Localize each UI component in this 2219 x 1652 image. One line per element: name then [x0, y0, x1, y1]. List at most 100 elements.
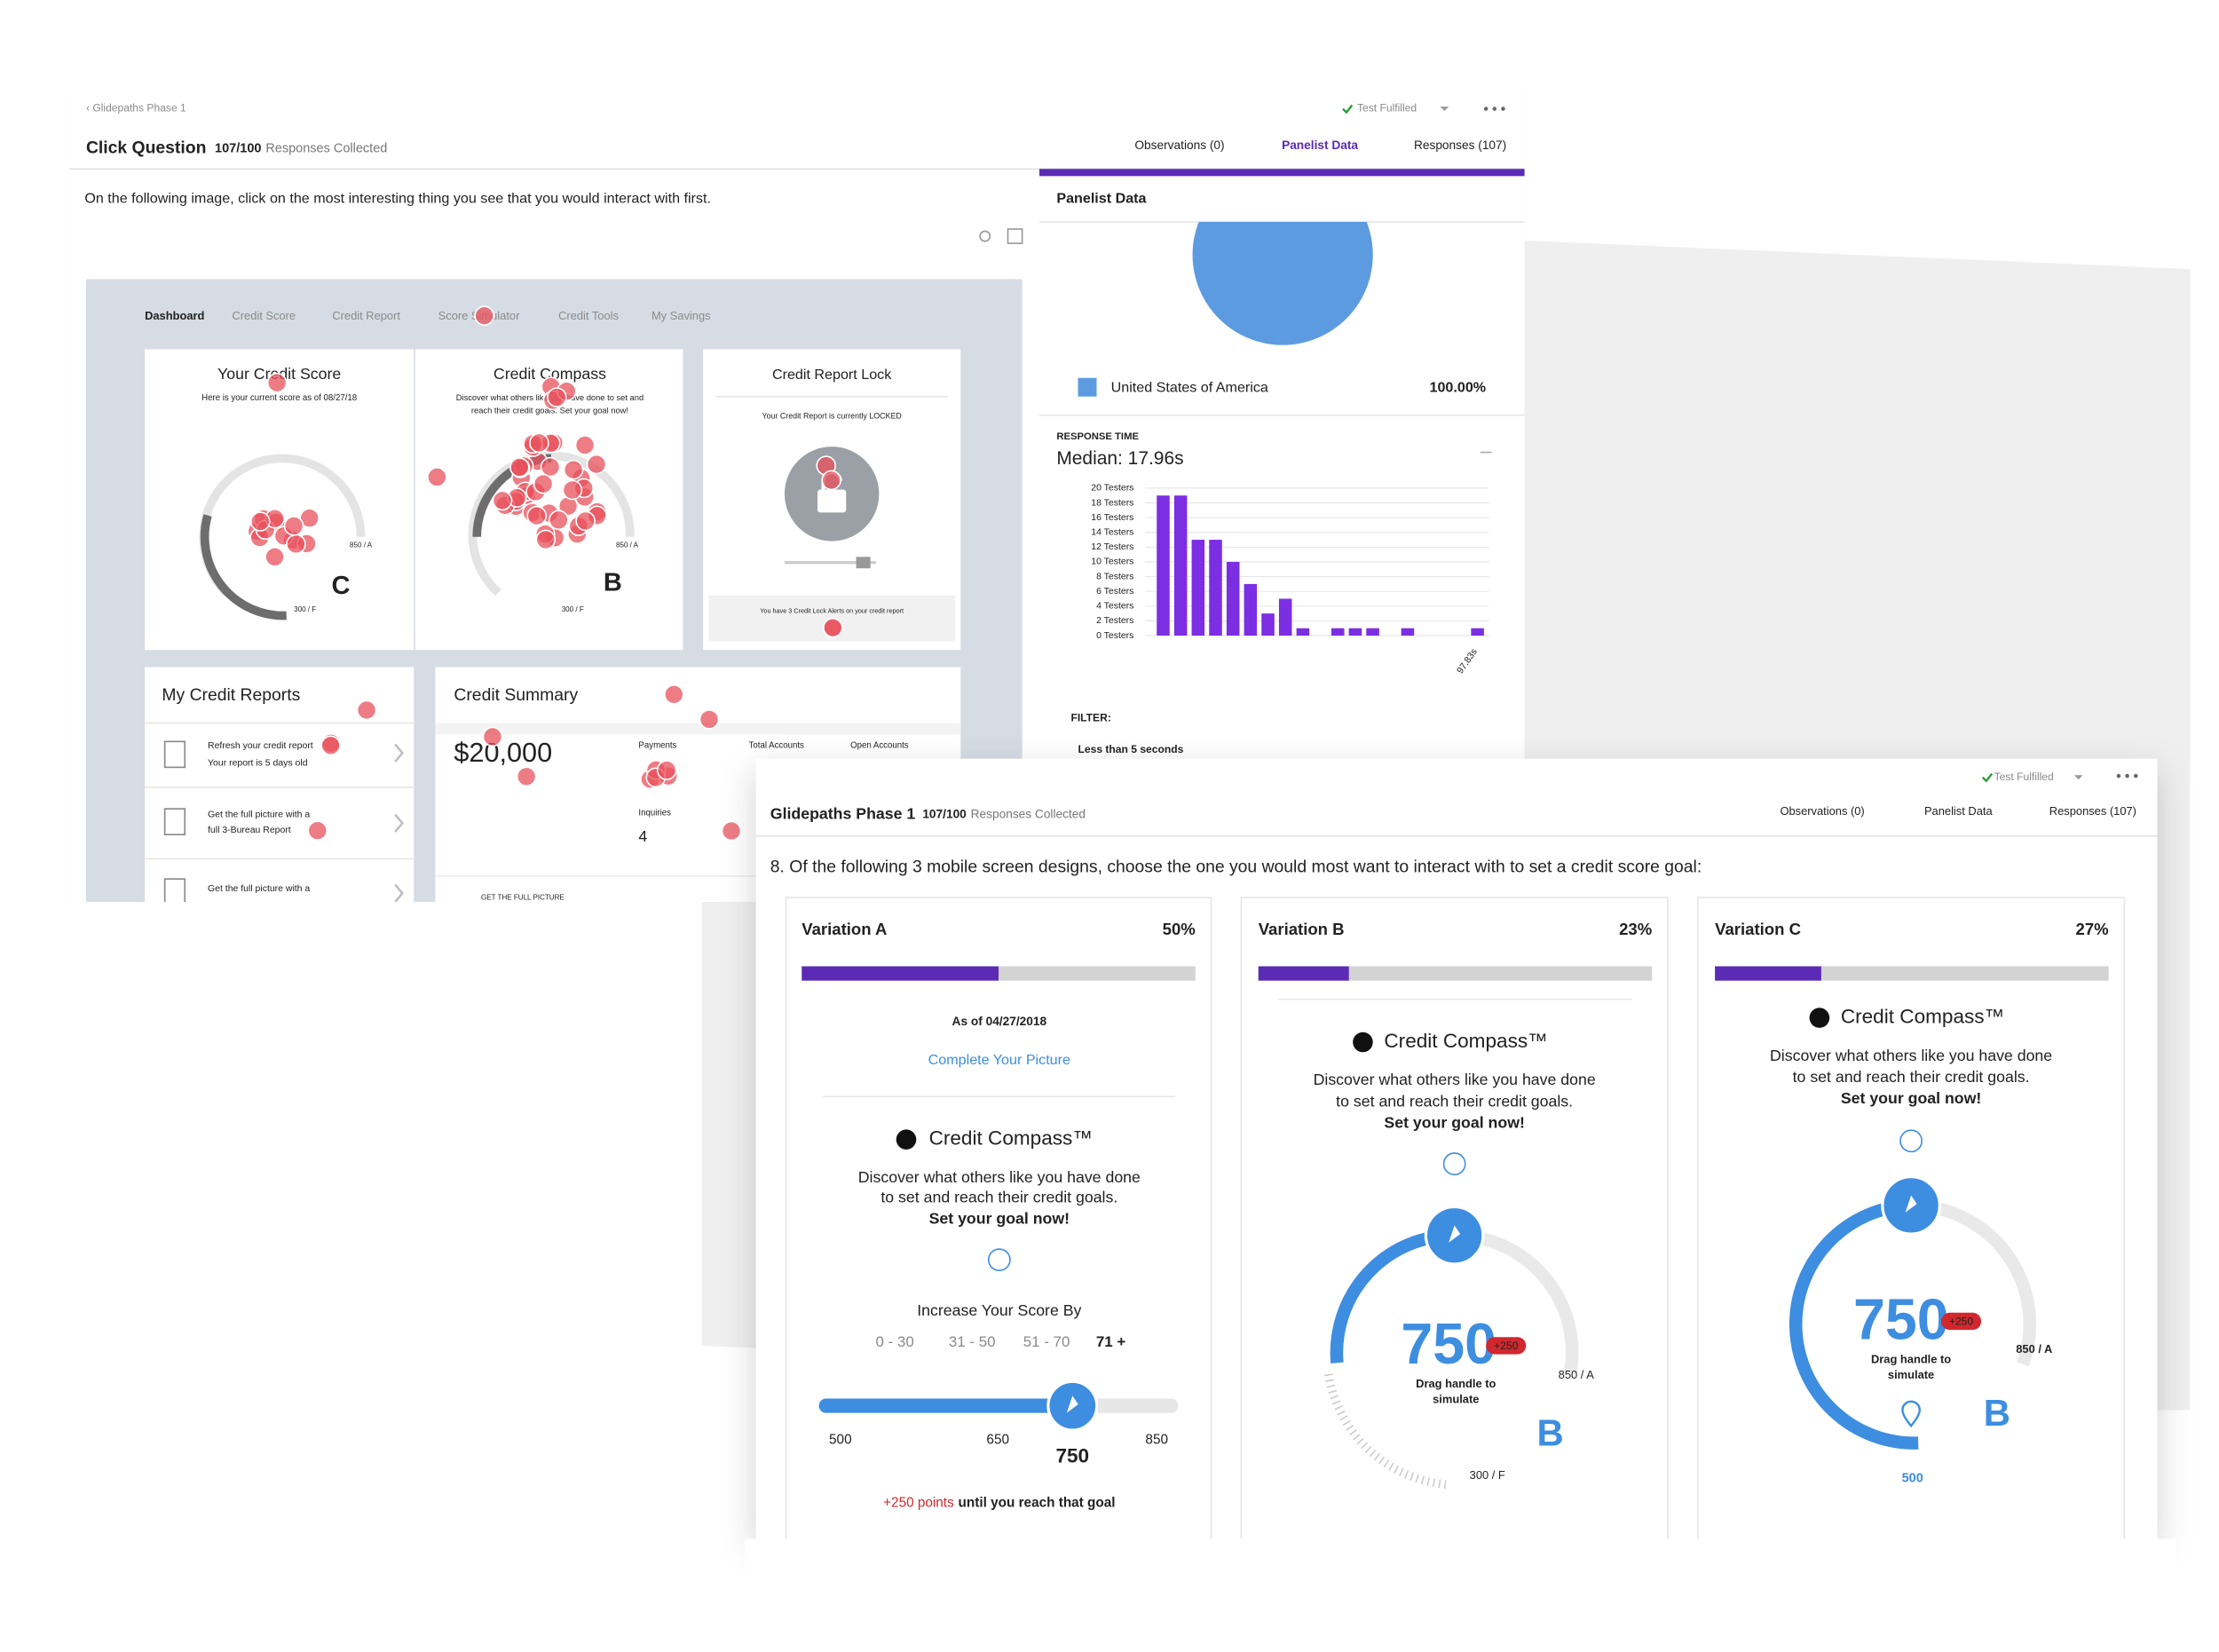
click-dot — [509, 457, 530, 478]
toggle[interactable] — [856, 557, 871, 569]
slider-tick-label: 500 — [829, 1432, 852, 1447]
share-bar — [1258, 966, 1349, 981]
info-icon[interactable] — [987, 1248, 1011, 1272]
toolbar-icons-part — [979, 230, 991, 242]
card-title: Credit Report Lock — [772, 367, 892, 383]
click-dot — [482, 726, 503, 747]
status[interactable]: Test Fulfilled — [1357, 102, 1417, 115]
click-dot — [535, 529, 557, 550]
breadcrumb[interactable]: ‹ Glidepaths Phase 1 — [86, 102, 186, 115]
range[interactable]: 0 - 30 — [875, 1333, 913, 1350]
filter[interactable]: Less than 5 seconds — [1078, 743, 1184, 755]
info-icon[interactable] — [1442, 1152, 1466, 1175]
tab-active[interactable]: Panelist Data — [1282, 138, 1358, 152]
handle-icon — [1905, 1195, 1917, 1213]
link[interactable]: Complete Your Picture — [928, 1052, 1070, 1068]
badge: +250 — [1949, 1315, 1973, 1327]
badge: +250 — [1494, 1340, 1518, 1352]
card-title: Credit Summary — [454, 685, 578, 705]
y-tick-label: 12 Testers — [1091, 542, 1133, 552]
grade: B — [604, 569, 622, 597]
inquiries-value: 4 — [638, 827, 647, 845]
nav-item: Credit Score — [232, 309, 296, 322]
toolbar-icons[interactable] — [979, 228, 1023, 244]
handle-icon — [1449, 1225, 1461, 1243]
compass-icon — [1809, 1008, 1830, 1028]
more-menu-part — [1501, 107, 1505, 111]
gauge-max: 850 / A — [1559, 1368, 1595, 1381]
report-text: Your report is 5 days old — [208, 758, 308, 768]
hint: simulate — [1888, 1368, 1934, 1381]
row-dividers — [145, 722, 415, 860]
more-menu[interactable] — [2116, 773, 2138, 779]
y-tick-label: 14 Testers — [1091, 528, 1133, 538]
card-text: reach their credit goals. Set your goal … — [471, 406, 628, 415]
click-dot — [586, 454, 607, 475]
click-dot — [563, 459, 584, 480]
more-menu-part — [2116, 773, 2121, 779]
y-tick-label: 2 Testers — [1096, 616, 1133, 626]
pin-icon — [1901, 1400, 1921, 1428]
range[interactable]: 51 - 70 — [1023, 1333, 1070, 1350]
header: Click Question 107/100 Responses Collected — [86, 138, 387, 158]
bottom-mask — [744, 1538, 2176, 1652]
click-dot — [266, 372, 288, 393]
increase-label: Increase Your Score By — [917, 1301, 1081, 1319]
click-dot — [427, 467, 447, 487]
tab[interactable]: Responses (107) — [2049, 804, 2136, 818]
nav-item: Dashboard — [145, 309, 204, 322]
click-dot — [721, 820, 742, 842]
click-dot — [286, 534, 306, 555]
tab[interactable]: Responses (107) — [1414, 138, 1506, 152]
card-title: My Credit Reports — [162, 685, 300, 705]
chevrons[interactable] — [394, 743, 404, 902]
filter-label: FILTER: — [1070, 712, 1110, 724]
check-icon — [1342, 104, 1354, 115]
click-dot — [265, 547, 285, 567]
click-dot — [549, 510, 569, 531]
slider-value: 750 — [1055, 1445, 1089, 1467]
range[interactable]: 31 - 50 — [949, 1333, 996, 1350]
compass-title: Credit Compass™ — [1841, 1006, 2004, 1028]
click-dot — [492, 490, 513, 511]
tab[interactable]: Panelist Data — [1924, 804, 1994, 818]
bar — [1471, 628, 1484, 636]
chevrons-part — [394, 813, 404, 833]
variation-cards-part — [785, 897, 1212, 1557]
nav-item: My Savings — [651, 309, 711, 322]
cta[interactable]: Set your goal now! — [1841, 1089, 1982, 1107]
tab[interactable]: Observations (0) — [1134, 138, 1224, 152]
report-text: Refresh your credit report — [208, 741, 313, 751]
y-tick-label: 20 Testers — [1091, 484, 1133, 494]
stimulus-nav: Dashboard Credit Score Credit Report Sco… — [145, 309, 711, 322]
variation-headers: Variation A 50% Variation B 23% Variation C 2… — [802, 920, 2109, 981]
more-menu[interactable] — [1483, 107, 1505, 111]
range-selected[interactable]: 71 + — [1096, 1333, 1126, 1350]
check-icon — [1981, 772, 1994, 783]
summary-col: Payments — [638, 741, 676, 751]
header: Glidepaths Phase 1 107/100 Responses Colle… — [770, 804, 1086, 822]
description: Discover what others like you have done — [1770, 1047, 2052, 1064]
bar — [1157, 495, 1170, 636]
click-dot — [283, 516, 304, 536]
cta[interactable]: Set your goal now! — [1384, 1114, 1524, 1132]
gauge-max: 850 / A — [616, 541, 639, 549]
click-dot — [547, 387, 567, 407]
grade: B — [1537, 1412, 1564, 1454]
click-dot — [249, 511, 271, 532]
responses: 107/100 — [215, 142, 261, 156]
status[interactable]: Test Fulfilled — [1994, 771, 2054, 783]
variation-percent: 50% — [1163, 920, 1196, 938]
bar — [1348, 628, 1362, 636]
chevrons-part — [394, 743, 404, 763]
description: to set and reach their credit goals. — [880, 1188, 1117, 1205]
cta[interactable]: GET THE FULL PICTURE — [481, 893, 565, 901]
compass-icon — [1353, 1032, 1373, 1053]
lock-status: Your Credit Report is currently LOCKED — [762, 412, 902, 421]
histogram: 0 Testers 2 Testers 4 Testers 6 Testers 8 Te… — [1091, 484, 1489, 676]
tab[interactable]: Observations (0) — [1780, 804, 1864, 818]
y-tick-label: 4 Testers — [1096, 602, 1133, 612]
cta[interactable]: Set your goal now! — [929, 1210, 1070, 1228]
info-icon[interactable] — [1899, 1129, 1923, 1153]
caret — [1440, 107, 1449, 111]
